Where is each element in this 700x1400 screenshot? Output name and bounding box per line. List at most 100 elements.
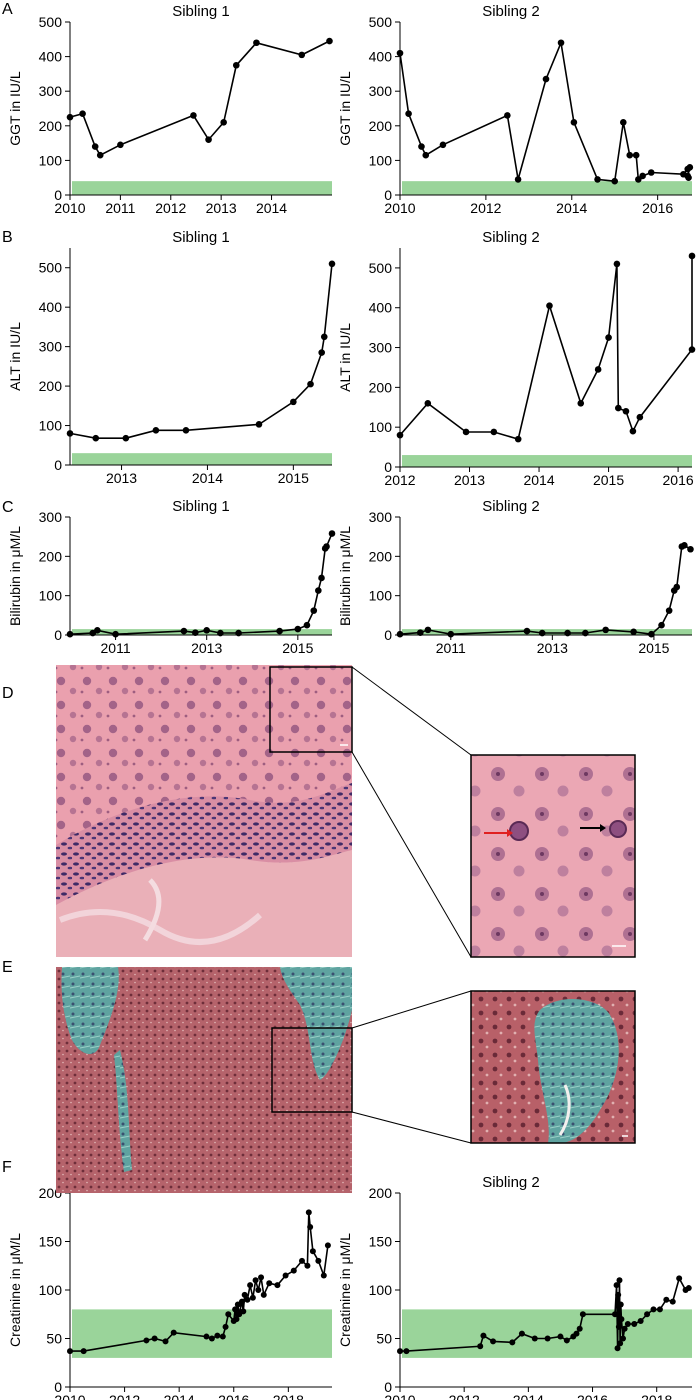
data-point <box>328 260 336 268</box>
data-point <box>80 1348 87 1355</box>
chart-a1: 0 100 200 300 400 500 2010 2011 2012 2013 2014 Sibl… <box>7 3 333 216</box>
y-tick-label: 300 <box>39 83 63 99</box>
data-point <box>685 1285 692 1292</box>
data-point <box>605 334 612 341</box>
x-tick-label: 2016 <box>218 1392 249 1400</box>
y-tick-label: 150 <box>369 1234 393 1250</box>
x-tick-label: 2013 <box>537 640 568 656</box>
data-point <box>480 1332 487 1339</box>
data-point <box>417 629 424 636</box>
y-tick-label: 200 <box>369 379 393 395</box>
x-tick-label: 2014 <box>164 1392 195 1400</box>
data-point <box>669 1298 676 1305</box>
data-point <box>241 1291 248 1298</box>
data-point <box>629 427 637 435</box>
black-arrow-head-icon <box>600 824 606 832</box>
y-tick-label: 300 <box>369 340 393 356</box>
data-point <box>564 629 571 637</box>
y-tick-label: 0 <box>54 1379 62 1395</box>
x-tick-label: 2018 <box>641 1392 672 1400</box>
x-tick-label: 2011 <box>105 200 135 216</box>
data-point <box>66 630 74 638</box>
data-point <box>509 1339 516 1346</box>
y-tick-label: 500 <box>39 260 63 276</box>
x-tick-label: 2010 <box>384 200 415 216</box>
data-point <box>617 1301 624 1308</box>
data-point <box>531 1335 538 1342</box>
data-point <box>217 629 224 637</box>
data-point <box>298 51 306 59</box>
data-point <box>624 1320 631 1327</box>
data-point <box>190 112 197 119</box>
y-tick-label: 400 <box>39 299 63 315</box>
x-tick-label: 2013 <box>206 200 237 216</box>
red-arrow-head-icon <box>507 829 513 837</box>
chart-b1: 0 100 200 300 400 500 2013 2014 2015 Sibling 1 ALT… <box>7 229 336 486</box>
histology-he-image <box>56 665 353 957</box>
series-line <box>399 544 691 636</box>
chart-a2: 0 100 200 300 400 500 2010 2012 2014 2016 Sibling … <box>337 3 694 216</box>
data-point <box>233 1316 240 1323</box>
normal-range-band <box>72 181 332 195</box>
data-point <box>180 627 188 635</box>
chart-title: Sibling 1 <box>172 3 230 20</box>
normal-range-band <box>402 181 692 195</box>
data-point <box>320 333 328 341</box>
data-point <box>611 177 619 185</box>
charts-layer: 0 100 200 300 400 500 2010 2011 2012 2013 2014 Sibl… <box>7 3 696 1400</box>
x-tick-label: 2014 <box>256 200 287 216</box>
data-point <box>117 141 124 149</box>
x-tick-label: 2011 <box>436 640 466 656</box>
histology-he-inset <box>470 754 636 958</box>
data-point <box>538 629 546 637</box>
zoom-line-e-bottom <box>351 1111 472 1144</box>
data-point <box>307 380 314 388</box>
series-line <box>69 40 330 157</box>
x-tick-label: 2016 <box>642 200 673 216</box>
data-point <box>247 1282 254 1289</box>
y-axis-label: ALT in IU/L <box>7 322 23 391</box>
data-point <box>518 1330 525 1337</box>
data-point <box>622 407 630 415</box>
y-axis-label: GGT in IU/L <box>337 71 353 146</box>
data-point <box>328 530 336 537</box>
data-point <box>637 1318 644 1325</box>
data-point <box>290 1267 297 1274</box>
data-point <box>579 1311 586 1318</box>
zoom-line-e-top <box>351 990 472 1029</box>
data-point <box>665 607 673 614</box>
data-point <box>309 1248 316 1255</box>
zoom-line-d-bottom <box>351 751 472 958</box>
chart-title: Sibling 1 <box>172 229 230 246</box>
data-point <box>315 1257 322 1264</box>
chart-title: Sibling 1 <box>172 498 230 515</box>
y-tick-label: 400 <box>39 49 63 65</box>
data-point <box>663 1296 670 1303</box>
data-point <box>686 164 694 171</box>
y-tick-label: 0 <box>384 459 392 475</box>
data-point <box>424 626 432 634</box>
data-point <box>462 428 470 436</box>
data-point <box>94 626 101 634</box>
x-tick-label: 2013 <box>191 640 222 656</box>
x-tick-label: 2018 <box>273 1392 304 1400</box>
data-point <box>542 75 550 83</box>
y-tick-label: 300 <box>39 339 63 355</box>
data-point <box>546 302 553 310</box>
x-tick-label: 2012 <box>109 1392 140 1400</box>
y-tick-label: 0 <box>54 187 62 203</box>
data-point <box>632 151 640 159</box>
y-tick-label: 100 <box>369 152 393 168</box>
y-tick-label: 0 <box>54 627 62 643</box>
chart-title: Sibling 2 <box>482 498 540 515</box>
y-tick-label: 100 <box>369 588 393 604</box>
y-tick-label: 400 <box>369 300 393 316</box>
x-tick-label: 2012 <box>449 1392 480 1400</box>
x-tick-label: 2014 <box>523 472 554 488</box>
data-point <box>618 1316 625 1323</box>
data-point <box>504 112 511 119</box>
y-tick-label: 100 <box>39 152 63 168</box>
data-point <box>514 435 522 443</box>
normal-range-band <box>72 1309 332 1358</box>
data-point <box>67 1348 73 1355</box>
